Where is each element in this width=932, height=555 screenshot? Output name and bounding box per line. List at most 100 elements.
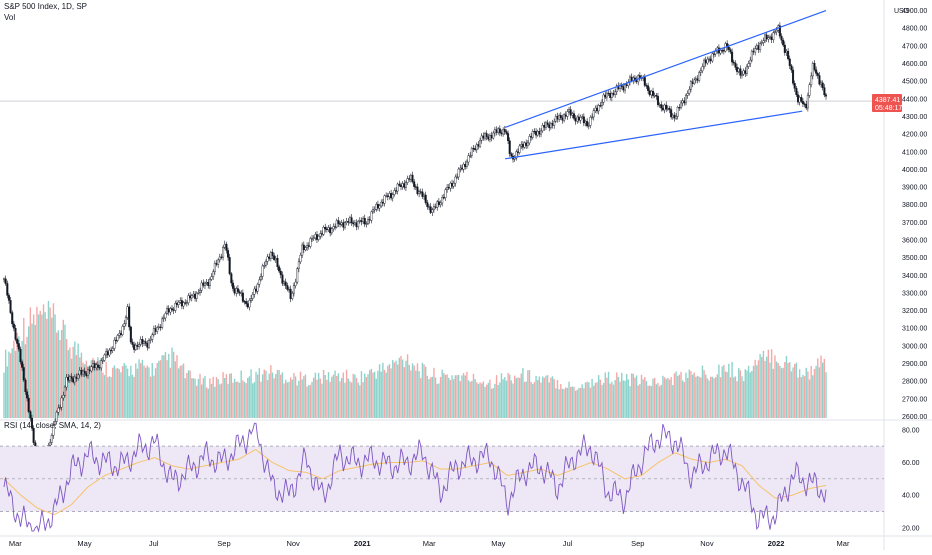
volume-bar	[625, 373, 628, 418]
last-price-countdown: 05:48:17	[875, 105, 902, 112]
candle-body	[88, 369, 91, 372]
price-tick-label: 4500.00	[902, 79, 927, 86]
candle-body	[6, 283, 9, 296]
candle-body	[164, 313, 167, 319]
candle-body	[589, 116, 592, 126]
volume-bar	[817, 358, 819, 418]
candle-body	[22, 367, 25, 381]
candle-body	[306, 245, 309, 248]
candle-body	[96, 364, 99, 368]
volume-bar	[70, 358, 73, 418]
candle-body	[442, 197, 445, 199]
volume-bar	[357, 382, 359, 418]
candle-body	[95, 364, 98, 369]
volume-bar	[784, 362, 786, 418]
volume-bar	[410, 370, 412, 418]
candle-body	[307, 245, 310, 247]
candle-body	[558, 115, 561, 120]
volume-bar	[372, 372, 374, 418]
volume-bar	[579, 387, 582, 418]
volume-bar	[670, 377, 672, 418]
candle-body	[238, 291, 241, 294]
volume-bar	[151, 362, 153, 418]
volume-bar	[662, 375, 664, 418]
candle-body	[647, 85, 650, 91]
volume-bar	[565, 387, 567, 418]
volume-bar	[681, 380, 684, 418]
candle-body	[119, 333, 122, 335]
price-tick-label: 4000.00	[902, 167, 927, 174]
candle-body	[513, 157, 516, 160]
candle-body	[602, 94, 605, 103]
candle-body	[663, 104, 666, 111]
volume-bar	[622, 380, 625, 418]
candle-body	[686, 93, 689, 96]
volume-bar	[500, 373, 503, 418]
candle-body	[385, 195, 388, 197]
volume-bar	[825, 372, 827, 418]
volume-bar	[812, 375, 814, 418]
candle-body	[55, 411, 58, 422]
candle-body	[301, 244, 304, 256]
candle-body	[268, 256, 271, 259]
volume-bar	[563, 388, 565, 418]
volume-bar	[594, 382, 597, 418]
volume-bar	[571, 386, 574, 418]
candle-body	[60, 397, 63, 408]
volume-bar	[556, 380, 559, 418]
candle-body	[406, 178, 409, 183]
volume-bar	[525, 381, 527, 418]
volume-bar	[601, 384, 603, 418]
volume-bar	[233, 378, 236, 418]
candle-body	[253, 288, 256, 295]
candle-body	[57, 407, 60, 413]
volume-bar	[439, 377, 442, 418]
volume-bar	[130, 365, 132, 418]
candle-body	[126, 306, 129, 318]
volume-bar	[805, 367, 807, 418]
volume-bar	[581, 384, 583, 418]
volume-bar	[632, 373, 634, 418]
volume-bar	[518, 377, 521, 418]
candle-body	[612, 92, 615, 95]
volume-bar	[252, 383, 254, 418]
candle-body	[759, 43, 762, 50]
candle-body	[645, 85, 648, 87]
volume-bar	[159, 360, 162, 418]
candle-body	[371, 209, 374, 213]
volume-bar	[184, 378, 186, 418]
candle-body	[538, 131, 541, 135]
candle-body	[543, 125, 546, 128]
candle-body	[449, 182, 452, 189]
candle-body	[19, 349, 22, 363]
volume-bar	[340, 378, 343, 418]
candle-body	[271, 251, 274, 256]
candle-body	[399, 185, 402, 187]
volume-bar	[380, 371, 382, 418]
volume-bar	[706, 378, 709, 418]
price-tick-label: 3000.00	[902, 343, 927, 350]
volume-bar	[775, 361, 778, 418]
candle-body	[630, 76, 633, 82]
volume-bar	[459, 381, 462, 418]
candle-body	[31, 418, 34, 429]
volume-bar	[304, 374, 307, 418]
volume-bar	[28, 326, 30, 418]
volume-bar	[82, 362, 84, 418]
volume-bar	[780, 368, 783, 418]
candle-body	[403, 183, 406, 188]
volume-bar	[663, 377, 666, 418]
candle-body	[767, 37, 770, 40]
rsi-tick-label: 80.00	[902, 427, 920, 434]
candle-body	[68, 376, 71, 381]
volume-bar	[761, 356, 763, 418]
candle-body	[541, 125, 544, 132]
candle-body	[284, 281, 287, 286]
candle-body	[185, 302, 188, 304]
candle-body	[813, 63, 816, 70]
candle-body	[78, 370, 81, 376]
volume-bar	[822, 362, 824, 418]
candle-body	[757, 45, 760, 50]
volume-bar	[141, 359, 144, 418]
